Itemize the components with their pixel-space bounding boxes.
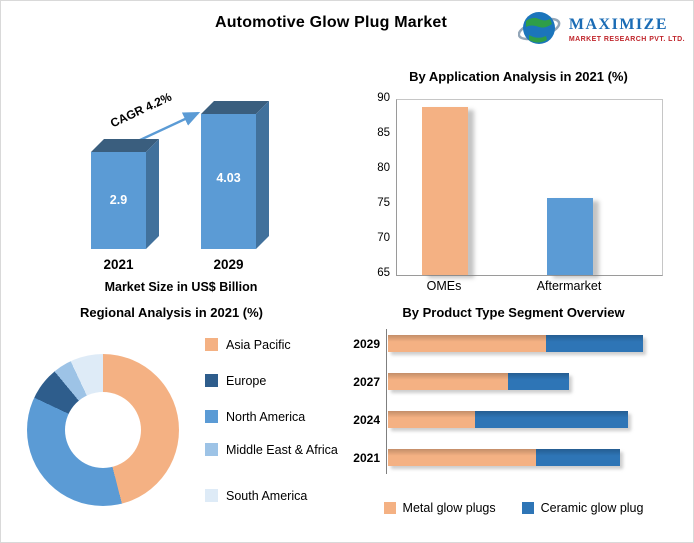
x-axis-label-aftermarket: Aftermarket — [536, 279, 602, 293]
row-label-2024: 2024 — [353, 413, 380, 427]
application-chart: By Application Analysis in 2021 (%) 65 70… — [346, 63, 691, 303]
cagr-annotation: CAGR 4.2% — [108, 89, 174, 131]
legend-swatch — [521, 502, 534, 514]
legend-swatch — [205, 374, 218, 387]
application-chart-title: By Application Analysis in 2021 (%) — [409, 69, 628, 84]
legend-swatch — [205, 489, 218, 502]
bar-2029: 4.03 — [201, 101, 269, 249]
market-size-plot: CAGR 4.2% 2.9 4.03 — [61, 89, 301, 249]
y-tick-label-65: 65 — [377, 267, 390, 279]
bar-side-face — [256, 101, 269, 249]
brand-logo: MAXIMIZE MARKET RESEARCH PVT. LTD. — [517, 7, 685, 51]
page-title: Automotive Glow Plug Market — [214, 14, 448, 31]
legend-item-ceramic-glow-plug: Ceramic glow plug — [521, 501, 644, 515]
x-axis-label-2029: 2029 — [213, 257, 244, 272]
bar-front-face — [91, 152, 146, 249]
segment-ceramic-glow-plug-2029 — [546, 335, 643, 352]
y-tick-label-90: 90 — [377, 92, 390, 104]
segment-metal-glow-plugs-2029 — [388, 335, 546, 352]
stacked-bar-2029 — [388, 335, 643, 352]
product-type-axis — [386, 329, 387, 474]
bar-front-face — [201, 114, 256, 249]
legend-label: Ceramic glow plug — [540, 501, 644, 515]
legend-swatch — [205, 410, 218, 423]
y-tick-label-75: 75 — [377, 197, 390, 209]
market-size-chart: CAGR 4.2% 2.9 4.03 Market Size in US$ Bil… — [31, 79, 331, 294]
segment-metal-glow-plugs-2021 — [388, 449, 536, 466]
y-tick-label-85: 85 — [377, 127, 390, 139]
segment-ceramic-glow-plug-2027 — [508, 373, 569, 390]
row-label-2021: 2021 — [353, 451, 380, 465]
regional-legend: Asia Pacific Europe North America Middle Ea… — [9, 299, 338, 541]
legend-label: Asia Pacific — [226, 338, 291, 352]
bar-aftermarket — [547, 198, 593, 275]
segment-metal-glow-plugs-2024 — [388, 411, 475, 428]
application-plot — [396, 99, 663, 276]
regional-donut — [27, 354, 179, 506]
row-label-2027: 2027 — [353, 375, 380, 389]
legend-swatch — [205, 338, 218, 351]
stacked-bar-2024 — [388, 411, 628, 428]
product-type-chart-title: By Product Type Segment Overview — [402, 305, 625, 320]
market-size-caption: Market Size in US$ Billion — [104, 280, 258, 294]
segment-ceramic-glow-plug-2021 — [536, 449, 620, 466]
row-label-2029: 2029 — [353, 337, 380, 351]
segment-ceramic-glow-plug-2024 — [475, 411, 628, 428]
legend-item-north-america: North America — [205, 409, 338, 425]
legend-label: Metal glow plugs — [402, 501, 496, 515]
legend-item-south-america: South America — [205, 488, 338, 504]
product-type-rows: 2029 2027 2024 2021 — [336, 299, 691, 541]
brand-text: MAXIMIZE MARKET RESEARCH PVT. LTD. — [569, 16, 685, 43]
legend-swatch — [205, 443, 218, 456]
product-type-legend: Metal glow plugs Ceramic glow plug — [336, 501, 691, 515]
legend-label: Europe — [226, 374, 267, 388]
legend-swatch — [383, 502, 396, 514]
legend-label: North America — [226, 410, 306, 424]
bar-2021: 2.9 — [91, 139, 159, 249]
bar-omes — [422, 107, 468, 275]
stacked-bar-2027 — [388, 373, 569, 390]
x-axis-label-omes: OMEs — [426, 279, 462, 293]
regional-chart-title: Regional Analysis in 2021 (%) — [79, 305, 264, 320]
legend-label: Middle East & Africa — [226, 443, 338, 457]
legend-item-asia-pacific: Asia Pacific — [205, 337, 338, 353]
legend-item-metal-glow-plugs: Metal glow plugs — [383, 501, 496, 515]
y-tick-label-80: 80 — [377, 162, 390, 174]
brand-tagline: MARKET RESEARCH PVT. LTD. — [568, 35, 685, 43]
bar-side-face — [146, 139, 159, 249]
product-type-chart: By Product Type Segment Overview 2029 202… — [336, 299, 691, 541]
globe-icon — [517, 12, 561, 44]
stacked-bar-2021 — [388, 449, 620, 466]
legend-item-europe: Europe — [205, 373, 338, 389]
bar-value-label: 4.03 — [216, 170, 241, 185]
segment-metal-glow-plugs-2027 — [388, 373, 508, 390]
legend-label: South America — [226, 489, 308, 503]
brand-name: MAXIMIZE — [568, 15, 668, 33]
regional-chart: Regional Analysis in 2021 (%) Asia Pacif… — [9, 299, 338, 541]
legend-item-middle-east-africa: Middle East & Africa — [205, 442, 338, 458]
y-tick-label-70: 70 — [377, 232, 390, 244]
bar-value-label: 2.9 — [109, 192, 128, 207]
x-axis-label-2021: 2021 — [103, 257, 134, 272]
